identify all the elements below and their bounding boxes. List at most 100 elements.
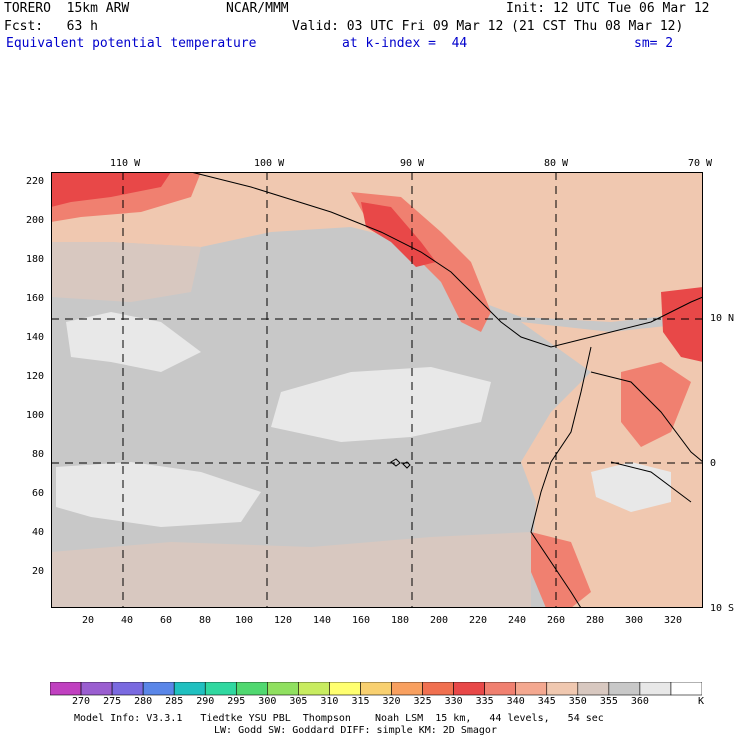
x-tick: 320 (664, 615, 683, 626)
x-tick: 280 (586, 615, 605, 626)
colorbar-swatch (360, 682, 392, 696)
y-tick: 140 (26, 332, 45, 343)
colorbar-label: 315 (351, 696, 370, 707)
y-tick: 20 (32, 566, 45, 577)
x-tick: 80 (199, 615, 212, 626)
y-tick: 80 (32, 449, 45, 460)
x-tick: 240 (508, 615, 527, 626)
colorbar-label: 355 (599, 696, 618, 707)
x-tick: 260 (547, 615, 566, 626)
colorbar-swatch (142, 682, 175, 696)
cool-andes (591, 462, 671, 512)
x-tick: 100 (235, 615, 254, 626)
y-tick: 60 (32, 488, 45, 499)
lon-label-100w: 100 W (254, 158, 285, 169)
colorbar-swatch (422, 682, 454, 696)
lon-label-90w: 90 W (400, 158, 425, 169)
center-name: NCAR/MMM (226, 1, 289, 16)
y-tick: 40 (32, 527, 45, 538)
hot-guatemala (361, 202, 436, 267)
colorbar-swatch (173, 682, 206, 696)
lat-label-10n: 10 N (710, 313, 735, 324)
colorbar-label: 300 (258, 696, 277, 707)
x-tick: 220 (469, 615, 488, 626)
colorbar-label: 285 (165, 696, 184, 707)
tan-mid (51, 242, 201, 302)
init-time: Init: 12 UTC Tue 06 Mar 12 (506, 1, 710, 16)
x-tick: 60 (160, 615, 173, 626)
hot-peru (531, 532, 591, 608)
colorbar-label: 335 (475, 696, 494, 707)
physics-info: LW: Godd SW: Goddard DIFF: simple KM: 2D… (214, 725, 497, 736)
colorbar-label: 310 (320, 696, 339, 707)
field-name: Equivalent potential temperature (6, 36, 257, 51)
x-tick: 140 (313, 615, 332, 626)
y-tick: 160 (26, 293, 45, 304)
coastline-south-america (530, 296, 703, 608)
colorbar-label: 280 (134, 696, 153, 707)
colorbar-label: 345 (537, 696, 556, 707)
lon-label-80w: 80 W (544, 158, 569, 169)
colorbar-label: 325 (413, 696, 432, 707)
colorbar-swatch (235, 682, 268, 696)
colorbar-label: 350 (568, 696, 587, 707)
colorbar-label: 360 (630, 696, 649, 707)
colorbar-unit: K (698, 696, 705, 707)
x-tick: 160 (352, 615, 371, 626)
colorbar-label: 320 (382, 696, 401, 707)
colorbar-swatch (639, 682, 672, 696)
colorbar-swatch (608, 682, 641, 696)
colorbar-label: 290 (196, 696, 215, 707)
hot-colombia (621, 362, 691, 447)
colorbar-label: 305 (289, 696, 308, 707)
colorbar-swatch (80, 682, 113, 696)
x-tick: 300 (625, 615, 644, 626)
hot-venezuela (661, 287, 703, 362)
x-tick: 20 (82, 615, 95, 626)
y-tick: 200 (26, 215, 45, 226)
colorbar-swatch (577, 682, 610, 696)
lon-label-110w: 110 W (110, 158, 141, 169)
colorbar (50, 682, 702, 696)
colorbar-swatch (391, 682, 423, 696)
y-tick: 220 (26, 176, 45, 187)
colorbar-swatch (515, 682, 548, 696)
lon-label-70w: 70 W (688, 158, 713, 169)
model-info: Model Info: V3.3.1 Tiedtke YSU PBL Thomp… (74, 713, 604, 724)
valid-time: Valid: 03 UTC Fri 09 Mar 12 (21 CST Thu … (292, 19, 684, 34)
cool-center (271, 367, 491, 442)
colorbar-label: 340 (506, 696, 525, 707)
colorbar-swatch (267, 682, 299, 696)
graticule (51, 172, 703, 608)
tan-south (51, 532, 531, 608)
hot-northwest-core (51, 172, 171, 207)
border-andes (590, 371, 703, 503)
level-index: at k-index = 44 (342, 36, 468, 51)
x-tick: 200 (430, 615, 449, 626)
colorbar-swatch (298, 682, 330, 696)
colorbar-swatch (670, 682, 702, 696)
colorbar-swatch (204, 682, 237, 696)
y-tick: 180 (26, 254, 45, 265)
colorbar-label: 270 (72, 696, 91, 707)
warm-band-north (51, 172, 703, 322)
lat-label-10s: 10 S (710, 603, 735, 614)
lat-label-0: 0 (710, 458, 717, 469)
x-tick: 180 (391, 615, 410, 626)
x-tick: 120 (274, 615, 293, 626)
map-frame (51, 172, 703, 608)
cool-west (66, 312, 201, 372)
y-tick: 100 (26, 410, 45, 421)
cool-south-west (56, 462, 261, 527)
colorbar-swatch (546, 682, 579, 696)
colorbar-swatch (111, 682, 144, 696)
colorbar-swatch (484, 682, 517, 696)
smoothing: sm= 2 (634, 36, 674, 51)
forecast-hour: Fcst: 63 h (4, 19, 98, 34)
colorbar-label: 295 (227, 696, 246, 707)
colorbar-swatch (453, 682, 485, 696)
model-name: TORERO 15km ARW (4, 1, 130, 16)
colorbar-label: 330 (444, 696, 463, 707)
x-tick: 40 (121, 615, 134, 626)
colorbar-label: 275 (103, 696, 122, 707)
